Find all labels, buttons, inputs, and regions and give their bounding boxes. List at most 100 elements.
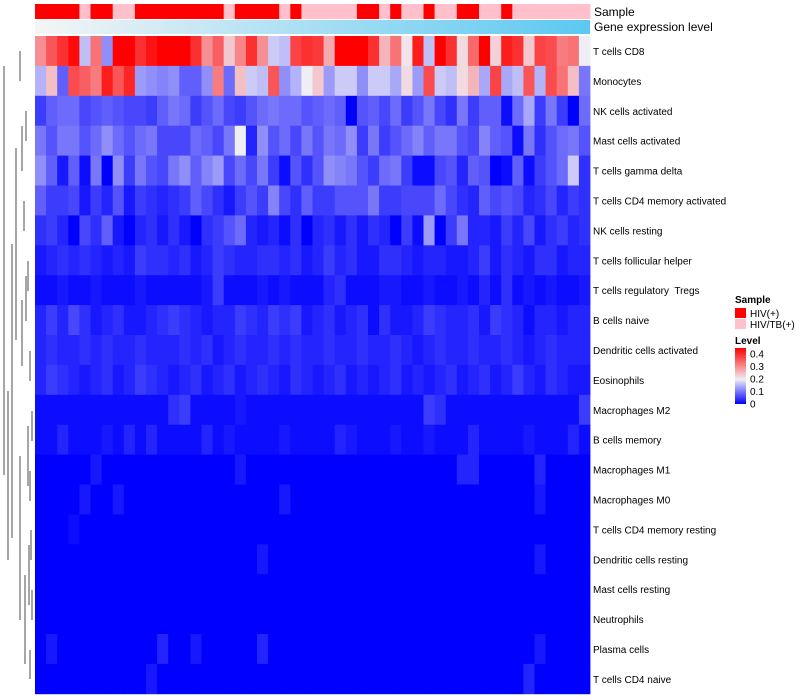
heatmap-cell [312, 155, 324, 186]
heatmap-cell [68, 364, 80, 396]
heatmap-cell [268, 454, 280, 485]
heatmap-cell [401, 155, 413, 186]
heatmap-cell [79, 364, 91, 396]
heatmap-cell [578, 663, 591, 695]
heatmap-cell [168, 155, 180, 186]
row-label: Macrophages M0 [593, 495, 671, 506]
heatmap-cell [501, 185, 513, 216]
heatmap-cell [112, 36, 125, 67]
heatmap-cell [268, 663, 280, 695]
heatmap-cell [123, 95, 136, 127]
heatmap-cell [179, 394, 191, 426]
heatmap-cell [68, 514, 80, 545]
heatmap-cell [268, 215, 280, 246]
heatmap-cell [245, 574, 258, 605]
heatmap-cell [146, 663, 158, 695]
heatmap-cell [334, 185, 347, 216]
heatmap-cell [234, 335, 247, 366]
heatmap-cell [201, 305, 213, 336]
heatmap-cell [456, 155, 469, 186]
heatmap-cell [290, 514, 302, 545]
heatmap-cell [578, 364, 591, 396]
heatmap-cell [323, 125, 336, 156]
heatmap-cell [379, 663, 391, 695]
heatmap-cell [301, 574, 313, 605]
heatmap-cell [312, 544, 324, 575]
heatmap-cell [245, 454, 258, 485]
heatmap-cell [512, 454, 524, 485]
heatmap-cell [112, 484, 125, 515]
heatmap-cell [512, 65, 524, 97]
heatmap-cell [112, 634, 125, 665]
heatmap-cell [445, 394, 458, 426]
heatmap-cell [68, 394, 80, 426]
heatmap-cell [423, 514, 435, 545]
heatmap-cell [79, 155, 91, 186]
heatmap-cell [401, 394, 413, 426]
sample-annotation-cell [201, 4, 213, 19]
heatmap-cell [301, 484, 313, 515]
heatmap-cell [467, 245, 480, 276]
heatmap-cell [157, 514, 169, 545]
heatmap-cell [345, 245, 358, 276]
heatmap-cell [290, 424, 302, 455]
sample-annotation-cell [212, 4, 225, 19]
heatmap-cell [279, 125, 291, 156]
heatmap-cell [212, 454, 225, 485]
heatmap-cell [534, 185, 546, 216]
heatmap-cell [368, 364, 380, 396]
heatmap-cell [212, 484, 225, 515]
heatmap-cell [134, 155, 147, 186]
heatmap-cell [512, 36, 524, 67]
sample-annotation-cell [245, 4, 258, 19]
heatmap-cell [356, 663, 369, 695]
heatmap-cell [245, 155, 258, 186]
heatmap-cell [57, 394, 69, 426]
heatmap-cell [434, 604, 447, 635]
heatmap-cell [434, 65, 447, 97]
heatmap-cell [423, 394, 435, 426]
heatmap-cell [279, 155, 291, 186]
heatmap-cell [323, 424, 336, 455]
sample-annotation-cell [345, 4, 358, 19]
heatmap-cell [79, 335, 91, 366]
heatmap-cell [146, 215, 158, 246]
heatmap-cell [523, 36, 535, 67]
heatmap-cell [434, 95, 447, 127]
heatmap-cell [190, 245, 202, 276]
heatmap-cell [35, 663, 47, 695]
heatmap-cell [323, 95, 336, 127]
heatmap-cell [212, 215, 225, 246]
sample-annotation-cell [556, 4, 569, 19]
heatmap-cell [490, 604, 502, 635]
heatmap-cell [290, 155, 302, 186]
heatmap-cell [35, 544, 47, 575]
heatmap-cell [312, 514, 324, 545]
heatmap-cell [467, 125, 480, 156]
heatmap-cell [356, 604, 369, 635]
heatmap-cell [90, 305, 102, 336]
heatmap-cell [279, 335, 291, 366]
heatmap-cell [68, 484, 80, 515]
heatmap-cell [368, 634, 380, 665]
heatmap-cell [179, 574, 191, 605]
heatmap-cell [68, 125, 80, 156]
heatmap-cell [101, 364, 114, 396]
legend-level-title: Level [735, 336, 761, 347]
heatmap-cell [423, 185, 435, 216]
heatmap-cell [179, 185, 191, 216]
heatmap-cell [356, 394, 369, 426]
heatmap-cell [467, 484, 480, 515]
heatmap-cell [257, 604, 269, 635]
heatmap-cell [556, 95, 569, 127]
heatmap-cell [523, 215, 535, 246]
heatmap-cell [101, 514, 114, 545]
heatmap-cell [412, 305, 424, 336]
sample-annotation-cell [90, 4, 102, 19]
heatmap-cell [456, 514, 469, 545]
heatmap-cell [245, 36, 258, 67]
heatmap-cell [390, 364, 402, 396]
heatmap-cell [578, 424, 591, 455]
heatmap-cell [157, 215, 169, 246]
